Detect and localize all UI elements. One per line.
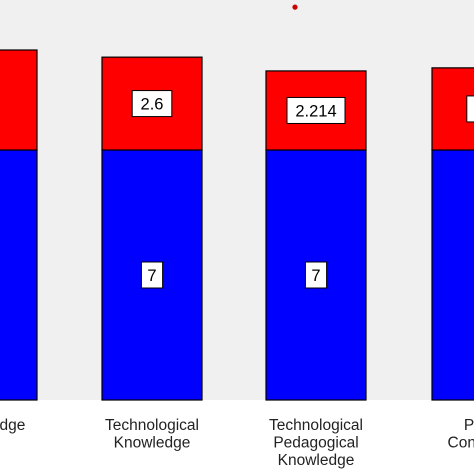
- bar-segment-series0-cat3: [431, 149, 474, 401]
- data-label-box: [286, 96, 346, 124]
- x-tick-label: Knowledge: [0, 417, 25, 434]
- data-label-box: [466, 95, 474, 123]
- data-label: 2.6: [141, 96, 164, 114]
- bar-segment-series0-cat0: [0, 149, 38, 401]
- x-tick-label: Technological: [269, 417, 363, 434]
- data-label: 2.214: [295, 102, 336, 120]
- x-tick-label: Content K: [448, 435, 474, 452]
- x-tick-label: Pedagogical: [273, 435, 358, 452]
- data-label-box: [140, 261, 164, 289]
- x-tick-label: Peda: [464, 417, 474, 434]
- x-tick-label: Knowledge: [278, 452, 355, 469]
- x-tick-label: Technological: [105, 417, 199, 434]
- outlier-layer: [292, 4, 298, 10]
- outlier-point: [292, 4, 298, 10]
- data-label: 7: [147, 267, 156, 285]
- plot-background: [0, 0, 474, 400]
- data-label: 7: [311, 267, 320, 285]
- data-label-box: [131, 90, 173, 118]
- x-axis-labels: KnowledgeTechnologicalKnowledgeTechnolog…: [0, 417, 474, 469]
- bar-segment-series1-cat0: [0, 49, 38, 151]
- x-tick-label: Knowledge: [114, 435, 191, 452]
- data-labels-layer: 672.672.2142.: [131, 90, 474, 289]
- data-label-box: [304, 261, 328, 289]
